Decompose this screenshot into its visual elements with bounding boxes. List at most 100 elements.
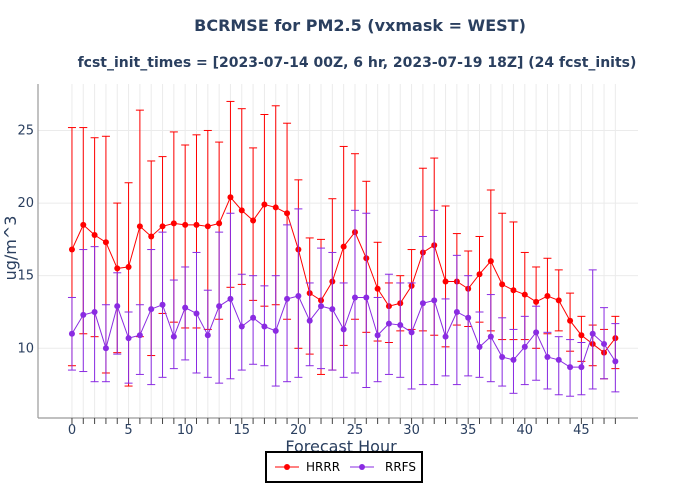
plot-area [67,100,620,397]
data-point [80,221,87,228]
y-axis-ticks: 10 15 20 25 [17,123,34,356]
data-point [148,233,155,240]
data-point [351,294,358,301]
legend-marker-rrfs [359,464,365,470]
y-tick-label: 10 [17,341,34,356]
data-point [68,330,75,337]
data-point [250,314,257,321]
data-point [589,330,596,337]
x-tick-label: 5 [124,423,132,438]
data-point [159,301,166,308]
data-point [80,311,87,318]
data-point [431,297,438,304]
data-point [533,298,540,305]
data-point [385,320,392,327]
data-point [261,201,268,208]
data-point [238,323,245,330]
data-point [521,343,528,350]
x-tick-label: 20 [290,423,307,438]
data-point [227,295,234,302]
data-point [374,332,381,339]
data-point [544,354,551,361]
data-point [91,308,98,315]
data-point [170,333,177,340]
x-tick-label: 15 [234,423,251,438]
data-point [102,345,109,352]
data-point [442,278,449,285]
data-point [442,333,449,340]
data-point [476,343,483,350]
data-point [408,329,415,336]
chart-title: BCRMSE for PM2.5 (vxmask = WEST) [194,16,526,35]
data-point [182,221,189,228]
series-rrfs [67,208,620,397]
x-tick-label: 35 [460,423,477,438]
data-point [216,303,223,310]
data-point [465,314,472,321]
data-point [102,239,109,246]
data-point [182,304,189,311]
chart-subtitle: fcst_init_times = [2023-07-14 00Z, 6 hr,… [78,55,637,71]
data-point [238,207,245,214]
data-point [487,333,494,340]
data-point [578,332,585,339]
data-point [148,306,155,313]
legend: HRRR RRFS [265,451,423,483]
data-point [216,220,223,227]
data-point [578,364,585,371]
data-point [419,300,426,307]
data-point [567,317,574,324]
data-point [125,335,132,342]
data-point [91,232,98,239]
data-point [170,220,177,227]
y-tick-label: 25 [17,123,34,138]
data-point [363,294,370,301]
data-point [521,291,528,298]
legend-label-rrfs: RRFS [385,460,416,474]
data-point [125,263,132,270]
data-point [510,356,517,363]
data-point [397,322,404,329]
legend-marker-hrrr [284,464,290,470]
data-point [612,358,619,365]
data-point [487,258,494,265]
data-point [533,329,540,336]
data-point [340,326,347,333]
data-point [374,285,381,292]
data-point [114,265,121,272]
data-point [555,297,562,304]
y-tick-label: 20 [17,196,34,211]
data-point [306,317,313,324]
data-point [204,332,211,339]
data-point [601,340,608,347]
x-tick-label: 45 [573,423,590,438]
x-tick-label: 30 [403,423,420,438]
data-point [476,271,483,278]
data-point [544,293,551,300]
data-point [193,221,200,228]
data-point [567,364,574,371]
x-tick-label: 10 [177,423,194,438]
data-point [555,356,562,363]
x-tick-label: 25 [347,423,364,438]
data-point [227,194,234,201]
y-tick-label: 15 [17,269,34,284]
axes [37,84,638,419]
data-point [68,246,75,253]
data-point [340,243,347,250]
data-point [284,295,291,302]
data-point [453,308,460,315]
data-point [499,354,506,361]
data-point [159,223,166,230]
x-axis-ticks: 0 5 10 15 20 25 30 35 40 45 [68,418,616,438]
data-point [295,293,302,300]
data-point [114,303,121,310]
data-point [136,223,143,230]
data-point [204,223,211,230]
data-point [272,204,279,211]
data-point [284,210,291,217]
data-point [272,327,279,334]
data-point [499,281,506,288]
